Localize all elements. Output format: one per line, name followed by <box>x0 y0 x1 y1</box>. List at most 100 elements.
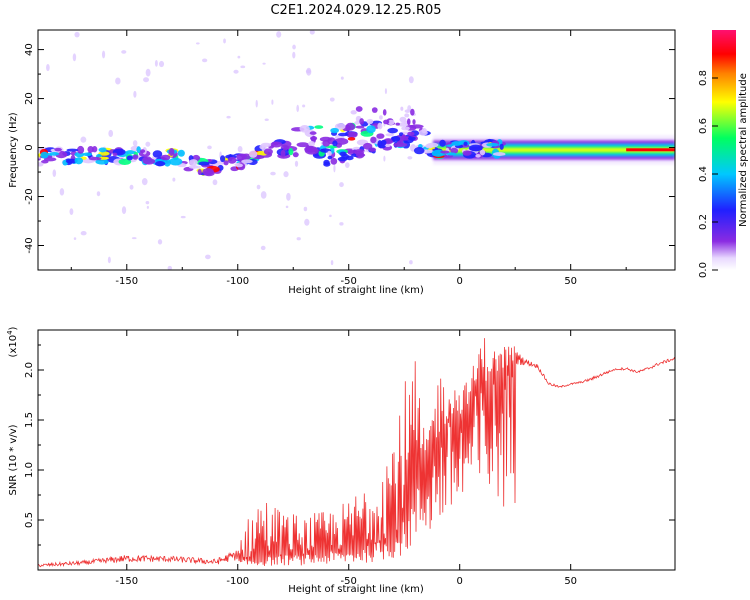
spectrogram-blob <box>38 162 44 167</box>
spectrogram-speckle <box>145 201 150 205</box>
spectrogram-blob <box>270 141 283 148</box>
spectrogram-blob <box>223 160 229 166</box>
spectrogram-blob <box>241 159 253 164</box>
spectrogram-blob <box>40 151 49 159</box>
snr-ytick-label: 1.5 <box>24 412 35 428</box>
spectrogram-speckle <box>96 191 101 197</box>
spectrogram-speckle <box>333 164 336 173</box>
spectrogram-blob <box>227 156 237 164</box>
chart-title: C2E1.2024.029.12.25.R05 <box>270 3 441 18</box>
snr-ylabel: SNR (10 * v/v) <box>8 424 19 495</box>
spectrogram-xtick-label: 50 <box>564 276 577 287</box>
spectrogram-blob <box>77 145 85 154</box>
spectrogram-blob <box>409 124 424 129</box>
spectrogram-blob <box>383 119 390 125</box>
spectrogram-blob <box>399 116 407 123</box>
spectrogram-speckle <box>296 237 301 241</box>
spectrogram-xtick-label: -50 <box>341 276 357 287</box>
spectrogram-blob <box>339 151 347 157</box>
spectrogram-blob <box>309 131 317 135</box>
spectrogram-speckle <box>330 260 334 266</box>
spectrogram-speckle <box>172 177 176 182</box>
spectrogram-blob <box>82 152 93 157</box>
spectrogram-blob <box>241 153 252 160</box>
spectrogram-speckle <box>80 136 87 143</box>
snr-xtick-label: -150 <box>115 576 138 587</box>
snr-scale-exp: 4 <box>6 330 14 335</box>
spectrogram-speckle <box>292 51 296 59</box>
snr-scale-close: ) <box>8 326 19 330</box>
spectrogram-blob <box>49 152 60 156</box>
spectrogram-speckle <box>264 118 269 122</box>
spectrogram-blob <box>401 126 410 131</box>
spectrogram-blob <box>486 142 499 147</box>
spectrogram-blob <box>282 146 288 151</box>
spectrogram-blob <box>189 159 198 166</box>
spectrogram-blob <box>65 158 77 164</box>
spectrogram-blob <box>378 144 386 149</box>
spectrogram-speckle <box>296 104 300 113</box>
spectrogram-blob <box>169 157 183 166</box>
spectrogram-blob <box>462 150 472 156</box>
spectrogram-blob <box>334 123 346 130</box>
colorbar: 0.0 0.2 0.4 0.6 0.8 Normalized spectral ampl… <box>698 30 749 278</box>
spectrogram-speckle <box>260 191 267 199</box>
spectrogram-blob <box>368 147 377 152</box>
spectrogram-blob <box>292 152 299 158</box>
spectrogram-speckle <box>302 104 306 108</box>
spectrogram-blob <box>499 143 504 150</box>
spectrogram-speckle <box>52 169 57 177</box>
spectrogram-speckle <box>132 140 138 147</box>
spectrogram-blob <box>126 155 133 161</box>
spectrogram-speckle <box>107 256 111 264</box>
spectrogram-speckle <box>226 115 231 119</box>
spectrogram-xtick-label: -100 <box>226 276 249 287</box>
spectrogram-blob <box>263 148 273 155</box>
spectrogram-blob <box>400 136 411 141</box>
snr-xtick-label: 0 <box>457 576 463 587</box>
colorbar-tick-label: 0.0 <box>698 262 709 278</box>
spectrogram-blob <box>347 137 356 141</box>
spectrogram-blob <box>98 147 107 153</box>
spectrogram-blob <box>407 131 415 136</box>
spectrogram-blob <box>366 118 374 125</box>
spectrogram-blob <box>468 144 483 152</box>
spectrogram-speckle <box>145 68 151 77</box>
spectrogram-speckle <box>223 38 226 44</box>
spectrogram-blob <box>355 106 363 112</box>
spectrogram-speckle <box>73 237 77 240</box>
snr-ticks: -150 -100 -50 0 50 0.5 1.0 1.5 2.0 <box>24 330 675 587</box>
colorbar-tick-label: 0.8 <box>698 70 709 86</box>
spectrogram-blob <box>391 135 401 142</box>
spectrogram-speckle <box>133 90 137 98</box>
snr-ytick-label: 1.0 <box>24 462 35 478</box>
spectrogram-blob <box>337 132 349 137</box>
spectrogram-speckle <box>294 160 299 167</box>
snr-scale-label: (x104) <box>6 326 19 357</box>
spectrogram-speckle <box>129 184 134 190</box>
spectrogram-blob <box>406 118 411 126</box>
snr-xtick-label: 50 <box>564 576 577 587</box>
spectrogram-speckle <box>383 155 386 162</box>
spectrogram-blob <box>74 157 84 165</box>
spectrogram-speckle <box>240 65 246 69</box>
spectrogram-speckle <box>237 55 241 59</box>
spectrogram-blob <box>410 108 415 116</box>
spectrogram-blob <box>154 161 166 167</box>
spectrogram-blob <box>203 170 215 177</box>
spectrogram-ytick-label: -40 <box>24 237 35 253</box>
spectrogram-speckle <box>276 31 282 38</box>
spectrogram-blob <box>379 115 383 120</box>
spectrogram-band <box>433 147 675 153</box>
spectrogram-blob <box>400 106 404 111</box>
spectrogram-ytick-label: -20 <box>24 188 35 204</box>
spectrogram-speckle <box>303 206 308 212</box>
spectrogram-ytick-label: 40 <box>24 43 35 56</box>
spectrogram-blob <box>407 136 416 141</box>
spectrogram-speckle <box>195 42 200 45</box>
spectrogram-blob <box>248 150 258 158</box>
colorbar-tick-label: 0.6 <box>698 118 709 134</box>
spectrogram-blob <box>314 125 324 129</box>
spectrogram-blob <box>350 110 357 115</box>
